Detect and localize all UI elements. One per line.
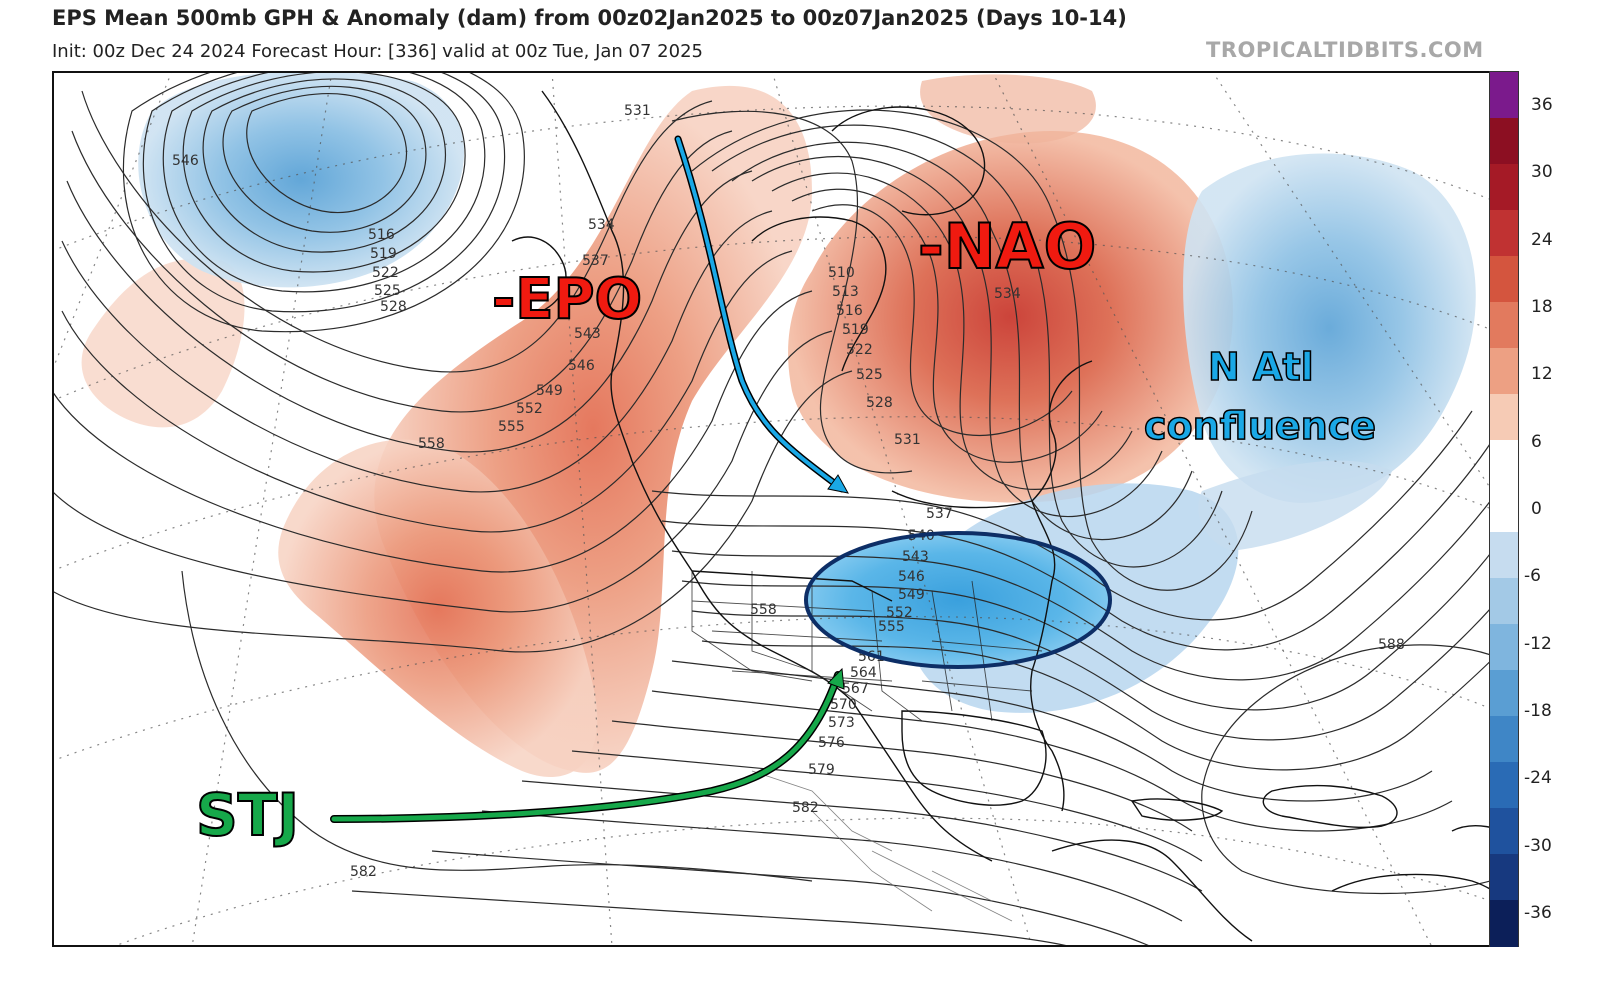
colorbar-segment [1490,716,1518,763]
colorbar-tick-label: 6 [1531,431,1542,452]
colorbar-segment [1490,394,1518,441]
anomaly-shading [81,71,1476,777]
contour-label: 549 [898,587,925,603]
colorbar-segment [1490,624,1518,671]
confluence-label: confluence [1143,404,1377,448]
colorbar-segment [1490,348,1518,395]
contour-label: 558 [750,602,777,618]
contour-label: 549 [536,383,563,399]
anomaly-colorbar [1489,71,1519,947]
contour-label: 546 [568,358,595,374]
colorbar-segment [1490,210,1518,257]
colorbar-tick-label: 12 [1531,364,1553,385]
colorbar-tick-label: -24 [1524,768,1552,789]
contour-label: 579 [808,762,835,778]
contour-label: 552 [886,605,913,621]
coastlines [511,90,1519,942]
contour-label: 537 [926,506,953,522]
contour-label: 582 [792,800,819,816]
colorbar-segment [1490,808,1518,855]
colorbar-segment [1490,900,1518,947]
contour-label: 522 [372,265,399,281]
colorbar-segment [1490,486,1518,533]
contour-label: 576 [818,735,845,751]
annotation-graphics [330,135,1112,823]
colorbar-tick-label: -36 [1524,903,1552,923]
contour-label: 588 [1378,637,1405,653]
contour-label: 543 [574,326,601,342]
contour-label: 519 [370,246,397,262]
state-borders [691,571,1043,722]
contour-label: 531 [894,432,921,448]
colorbar-tick-label: -30 [1524,835,1552,856]
colorbar-tick-label: 36 [1531,95,1553,115]
contour-label: 543 [902,549,929,565]
colorbar-tick-label: 30 [1531,162,1553,183]
contour-label: 528 [380,299,407,315]
n-atl-label: N Atl [1207,345,1314,389]
contour-label: 570 [830,697,857,713]
contour-label: 582 [350,864,377,880]
colorbar-tick-label: -18 [1524,701,1552,721]
contour-label: 534 [588,217,615,233]
contour-label: 525 [374,283,401,299]
contour-label: 537 [582,253,609,269]
colorbar-segment [1490,256,1518,303]
contour-label: 513 [832,284,859,300]
contour-label: 525 [856,367,883,383]
contour-label: 558 [418,436,445,452]
colorbar-segment [1490,578,1518,625]
colorbar-segment [1490,532,1518,579]
colorbar-segment [1490,854,1518,901]
contour-label: 546 [898,569,925,585]
colorbar-segment [1490,670,1518,717]
contour-label: 546 [172,153,199,169]
contour-label: 534 [994,286,1021,302]
contour-label: 555 [498,419,525,435]
contour-label: 510 [828,265,855,281]
colorbar-segment [1490,302,1518,349]
contour-label: 573 [828,715,855,731]
colorbar-segment [1490,164,1518,211]
contour-label: 519 [842,322,869,338]
mexico-borders [751,770,1013,922]
watermark: TROPICALTIDBITS.COM [1206,38,1484,62]
map-canvas: 531 546 516 519 522 525 528 534 537 543 … [52,71,1519,947]
contour-label: 516 [368,227,395,243]
contour-label: 555 [878,619,905,635]
colorbar-segment [1490,440,1518,487]
contour-label: 516 [836,303,863,319]
stj-label: STJ [195,781,300,849]
contour-label: 567 [842,681,869,697]
contour-label: 552 [516,401,543,417]
map-title: EPS Mean 500mb GPH & Anomaly (dam) from … [52,6,1127,30]
contour-label: 528 [866,395,893,411]
map-subtitle: Init: 00z Dec 24 2024 Forecast Hour: [33… [52,41,703,62]
nao-label: -NAO [917,210,1097,283]
colorbar-tick-label: -12 [1524,633,1552,654]
confluence-ellipse [804,531,1112,669]
contour-label: 564 [850,665,877,681]
contour-label: 531 [624,103,651,119]
contour-labels: 531 546 516 519 522 525 528 534 537 543 … [172,103,1405,880]
colorbar-tick-label: -6 [1524,566,1541,587]
contour-label: 522 [846,342,873,358]
map-panel: 531 546 516 519 522 525 528 534 537 543 … [52,71,1519,947]
colorbar-segment [1490,118,1518,165]
colorbar-tick-label: 18 [1531,297,1553,317]
colorbar-segment [1490,72,1518,119]
colorbar-tick-label: 0 [1531,499,1542,519]
colorbar-segment [1490,762,1518,809]
height-contours [52,71,1519,947]
colorbar-tick-label: 24 [1531,229,1553,250]
epo-label: -EPO [491,267,643,332]
